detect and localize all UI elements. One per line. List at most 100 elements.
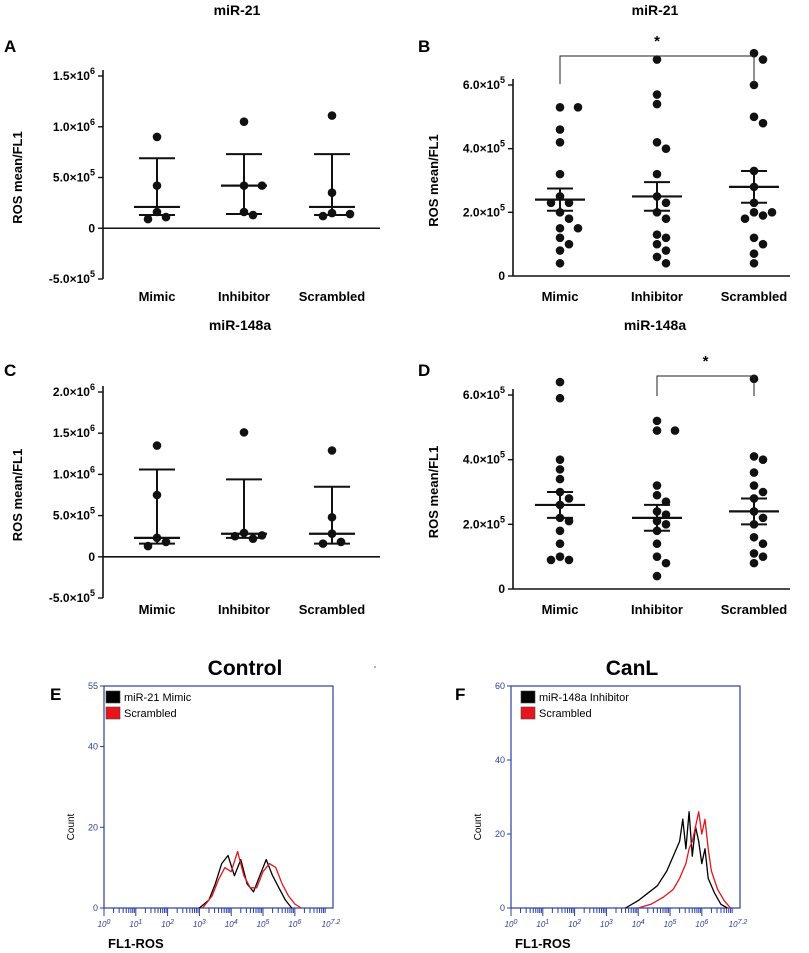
data-point	[555, 169, 565, 179]
times-symbol: ×	[70, 120, 77, 134]
legend-swatch	[105, 706, 121, 720]
data-point	[248, 210, 258, 220]
times-symbol: ×	[70, 591, 77, 605]
data-point	[749, 549, 759, 558]
data-point	[564, 239, 574, 249]
data-point	[555, 258, 565, 268]
data-point	[573, 223, 583, 233]
y-tick-exponent: 5	[500, 139, 505, 149]
data-point	[758, 552, 768, 561]
data-point	[758, 513, 768, 523]
panel-letter-a: A	[4, 37, 16, 56]
data-point	[661, 258, 671, 268]
x-tick-exponent: 7.2	[738, 919, 748, 926]
y-tick-base: 10	[487, 453, 501, 467]
data-point	[652, 99, 662, 109]
data-point	[661, 246, 671, 255]
y-tick-base: 10	[487, 517, 501, 531]
x-tick-base: 10	[129, 920, 138, 929]
x-tick-label: 107.2	[729, 919, 748, 929]
y-axis-label: ROS mean/FL1	[10, 131, 25, 223]
data-point	[336, 537, 346, 547]
y-axis-label: ROS mean/FL1	[426, 446, 441, 538]
y-tick-mantissa: 6.0	[463, 78, 480, 92]
y-tick-mantissa: 6.0	[463, 388, 480, 402]
category-label: Inhibitor	[631, 289, 683, 304]
y-tick-label: 40	[495, 755, 505, 765]
data-point	[749, 558, 759, 568]
data-point	[327, 111, 337, 120]
y-tick-mantissa: 5.0	[53, 509, 70, 523]
data-point	[555, 233, 565, 243]
category-label: Mimic	[542, 289, 579, 304]
y-tick-base: 10	[487, 78, 501, 92]
y-tick-mantissa: 2.0	[463, 517, 480, 531]
x-tick-base: 10	[695, 920, 704, 929]
x-tick-exponent: 4	[641, 919, 645, 926]
series-line	[202, 850, 302, 909]
category-label: Scrambled	[721, 602, 788, 617]
times-symbol: ×	[480, 142, 487, 156]
y-tick-label: 40	[88, 742, 98, 752]
x-tick-base: 10	[322, 920, 331, 929]
times-symbol: ×	[70, 467, 77, 481]
y-tick-exponent: 6	[90, 423, 95, 433]
y-tick-base: 10	[77, 509, 91, 523]
y-tick-mantissa: 2.0	[463, 205, 480, 219]
data-point	[661, 144, 671, 153]
data-point	[758, 539, 768, 549]
data-point	[555, 455, 565, 464]
data-point	[758, 455, 768, 464]
times-symbol: ×	[480, 78, 487, 92]
x-tick-base: 10	[729, 920, 738, 929]
data-point	[652, 138, 662, 147]
panel-c-plot: -5.0×10505.0×1051.0×1061.5×1062.0×106ROS…	[10, 382, 380, 617]
y-tick-label: 0	[498, 269, 505, 283]
y-tick-exponent: 5	[90, 588, 95, 598]
x-tick-exponent: 3	[609, 919, 613, 926]
y-tick-base: 10	[77, 591, 91, 605]
times-symbol: ×	[480, 205, 487, 219]
data-point	[652, 490, 662, 500]
x-tick-label: 101	[129, 919, 142, 929]
y-tick-mantissa: 1.5	[53, 426, 70, 440]
times-symbol: ×	[70, 509, 77, 523]
times-symbol: ×	[70, 171, 77, 185]
x-tick-label: 103	[193, 919, 206, 929]
y-tick-mantissa: 1.0	[53, 467, 70, 481]
y-tick-label: 5.0×105	[53, 168, 95, 185]
y-tick-base: 10	[77, 69, 91, 83]
data-point	[661, 558, 671, 568]
y-tick-mantissa: 2.0	[53, 385, 70, 399]
data-point	[555, 125, 565, 134]
legend-swatch	[520, 690, 536, 704]
y-tick-mantissa: -5.0	[49, 591, 70, 605]
panel-letter-d: D	[418, 361, 430, 380]
y-tick-mantissa: 5.0	[53, 171, 70, 185]
y-tick-mantissa: 1.0	[53, 120, 70, 134]
data-point	[749, 452, 759, 461]
data-point	[555, 465, 565, 474]
y-tick-exponent: 6	[90, 464, 95, 474]
y-tick-label: 55	[88, 681, 98, 691]
y-tick-label: 0	[88, 550, 95, 564]
x-tick-exponent: 7.2	[331, 919, 341, 926]
data-point	[555, 138, 565, 147]
data-point	[239, 117, 249, 126]
data-point	[652, 169, 662, 179]
x-tick-base: 10	[664, 920, 673, 929]
category-label: Scrambled	[299, 602, 366, 617]
data-point	[661, 233, 671, 243]
x-tick-base: 10	[288, 920, 297, 929]
y-tick-label: 6.0×105	[463, 75, 505, 92]
y-tick-exponent: 6	[90, 66, 95, 76]
series-line	[638, 811, 731, 909]
data-point	[652, 90, 662, 99]
panel-a-title: miR-21	[214, 2, 261, 18]
x-tick-base: 10	[536, 920, 545, 929]
y-axis-label: ROS mean/FL1	[10, 449, 25, 541]
